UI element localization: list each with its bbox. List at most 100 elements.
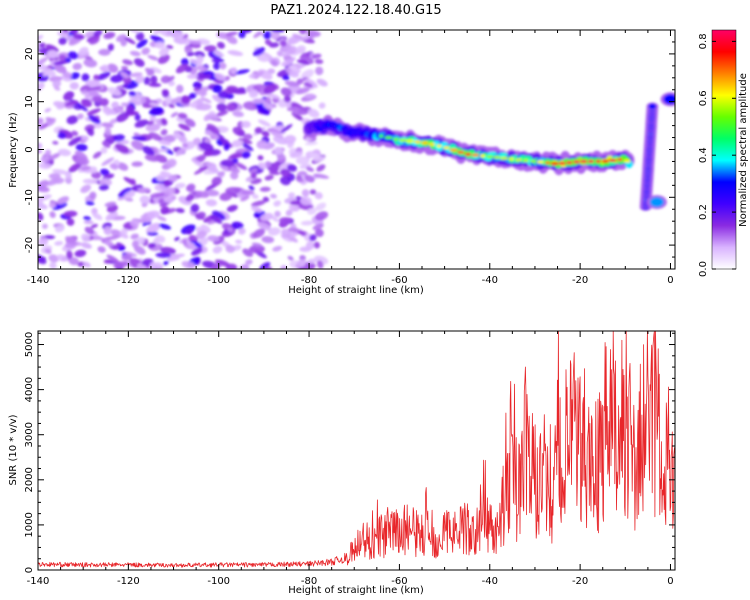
heatmap-noise-blob (238, 31, 246, 39)
heatmap-noise-blob (212, 84, 223, 93)
heatmap-noise-blob (251, 193, 259, 200)
heatmap-noise-blob (120, 71, 129, 78)
heatmap-noise-blob (276, 50, 284, 57)
heatmap-noise-blob (133, 58, 145, 67)
heatmap-noise-blob (175, 63, 188, 74)
heatmap-noise-blob (200, 97, 212, 104)
heatmap-noise-blob (287, 227, 300, 233)
heatmap-noise-blob (57, 148, 72, 157)
heatmap-noise-blob (180, 58, 189, 66)
heatmap-noise-blob (289, 200, 303, 206)
heatmap-noise-blob (148, 222, 161, 233)
heatmap-noise-blob (137, 187, 151, 192)
heatmap-noise-blob (83, 216, 92, 221)
heatmap-noise-blob (49, 261, 57, 269)
heatmap-noise-blob (196, 65, 208, 72)
heatmap-noise-blob (88, 90, 100, 98)
heatmap-noise-blob (257, 221, 272, 231)
heatmap-noise-blob (118, 187, 132, 198)
heatmap-noise-blob (140, 97, 147, 104)
heatmap-noise-blob (207, 235, 220, 242)
heatmap-noise-blob (217, 91, 230, 99)
heatmap-noise-blob (131, 240, 139, 248)
heatmap-noise-blob (296, 87, 310, 95)
heatmap-noise-blob (248, 185, 255, 191)
heatmap-noise-blob (168, 103, 175, 108)
heatmap-noise-blob (74, 249, 87, 258)
x-tick-label: -20 (572, 576, 588, 587)
heatmap-noise-blob (160, 129, 168, 136)
heatmap-noise-blob (280, 87, 292, 97)
heatmap-noise-blob (83, 58, 98, 68)
heatmap-noise-blob (81, 73, 90, 82)
heatmap-noise-blob (54, 240, 64, 246)
heatmap-ridge-peak (384, 136, 393, 140)
heatmap-noise-blob (85, 79, 101, 86)
heatmap-noise-blob (245, 259, 253, 265)
heatmap-noise-blob (41, 223, 48, 230)
colorbar-tick-label: 0.2 (698, 204, 709, 220)
y-tick-label: 20 (24, 48, 35, 61)
heatmap-noise-blob (291, 112, 305, 122)
heatmap-noise-blob (300, 181, 307, 185)
heatmap-noise-blob (131, 161, 143, 167)
heatmap-noise-blob (82, 261, 91, 268)
heatmap-noise-blob (263, 84, 277, 94)
heatmap-noise-blob (195, 190, 209, 198)
y-tick-label: 0 (24, 567, 35, 573)
heatmap-noise-blob (263, 31, 272, 40)
heatmap-noise-blob (309, 152, 321, 159)
heatmap-ridge-peak (573, 160, 580, 164)
heatmap-noise-blob (147, 55, 159, 61)
heatmap-noise-blob (141, 47, 151, 55)
heatmap-noise-blob (216, 103, 227, 112)
heatmap-noise-blob (90, 166, 98, 174)
heatmap-noise-blob (307, 207, 317, 215)
x-tick-label: -140 (27, 275, 50, 286)
heatmap-noise-blob (277, 153, 286, 163)
heatmap-noise-blob (56, 196, 70, 205)
heatmap-noise-blob (316, 164, 326, 172)
heatmap-noise-blob (189, 58, 203, 67)
heatmap-noise-blob (38, 64, 47, 70)
heatmap-noise-blob (158, 223, 171, 230)
heatmap-noise-blob (81, 135, 89, 141)
heatmap-noise-blob (268, 163, 282, 172)
x-tick-label: -40 (482, 275, 498, 286)
heatmap-noise-blob (83, 220, 94, 225)
heatmap-noise-blob (286, 57, 296, 65)
heatmap-ridge-peak (508, 157, 515, 161)
heatmap-noise-blob (287, 255, 294, 261)
heatmap-noise-blob (231, 139, 244, 148)
heatmap-noise-blob (268, 171, 281, 175)
heatmap-x-axis-label: Height of straight line (km) (288, 285, 424, 296)
heatmap-noise-blob (38, 42, 46, 48)
heatmap-noise-blob (174, 236, 180, 242)
heatmap-noise-blob (191, 247, 203, 256)
heatmap-noise-blob (144, 67, 155, 75)
heatmap-noise-blob (144, 154, 160, 162)
heatmap-noise-blob (296, 259, 307, 268)
x-tick-label: -20 (572, 275, 588, 286)
heatmap-noise-blob (91, 171, 102, 179)
heatmap-noise-blob (157, 30, 171, 37)
heatmap-noise-blob (241, 151, 251, 159)
heatmap-noise-blob (117, 162, 129, 171)
heatmap-noise-blob (45, 44, 59, 52)
heatmap-noise-blob (107, 43, 115, 51)
heatmap-noise-blob (299, 246, 311, 253)
heatmap-noise-blob (291, 110, 308, 116)
y-tick-label: 5000 (24, 332, 35, 357)
heatmap-noise-blob (151, 110, 158, 117)
y-tick-label: -10 (24, 189, 35, 205)
heatmap-ridge-peak (523, 158, 529, 163)
heatmap-ridge-peak (378, 134, 384, 138)
heatmap-noise-blob (131, 135, 147, 141)
heatmap-noise-blob (195, 230, 208, 240)
heatmap-noise-blob (156, 215, 167, 222)
heatmap-noise-blob (103, 259, 111, 264)
heatmap-noise-blob (104, 126, 112, 136)
heatmap-noise-blob (211, 94, 226, 104)
heatmap-noise-blob (270, 130, 284, 139)
heatmap-noise-blob (93, 74, 100, 82)
